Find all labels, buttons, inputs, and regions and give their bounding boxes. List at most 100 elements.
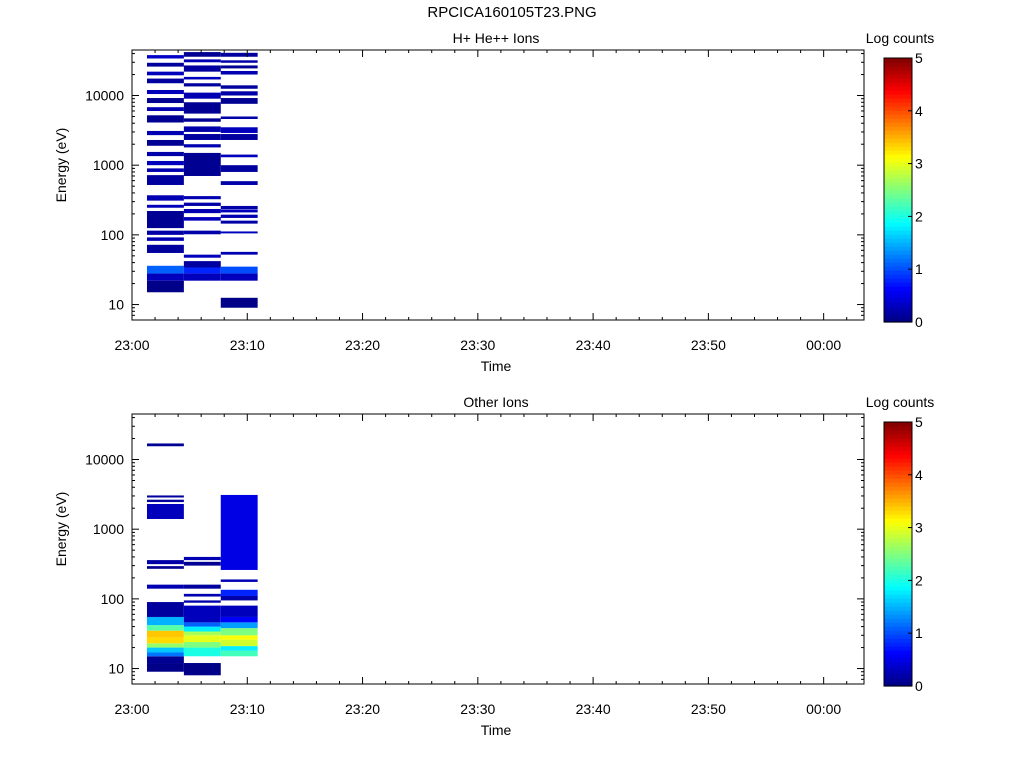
x-axis-label: Time: [481, 722, 512, 738]
colorbar-band: [884, 294, 912, 299]
heatmap-cell: [220, 65, 258, 69]
colorbar-band: [884, 458, 912, 463]
heatmap-cell: [220, 209, 258, 213]
colorbar-band: [884, 206, 912, 211]
colorbar-band: [884, 106, 912, 111]
heatmap-cell: [183, 196, 221, 200]
colorbar-band: [884, 246, 912, 251]
colorbar-band: [884, 614, 912, 619]
colorbar-tick-label: 0: [915, 678, 923, 694]
colorbar-band: [884, 562, 912, 567]
colorbar-band: [884, 566, 912, 571]
colorbar-band: [884, 526, 912, 531]
heatmap-cell: [183, 663, 221, 676]
colorbar-band: [884, 150, 912, 155]
x-tick-label: 23:30: [460, 337, 495, 353]
colorbar-band: [884, 298, 912, 303]
colorbar-band: [884, 78, 912, 83]
colorbar-band: [884, 582, 912, 587]
heatmap-cell: [220, 622, 258, 629]
y-tick-label: 1000: [93, 521, 124, 537]
colorbar-band: [884, 666, 912, 671]
colorbar-band: [884, 202, 912, 207]
colorbar-band: [884, 454, 912, 459]
colorbar-band: [884, 430, 912, 435]
heatmap-cell: [183, 144, 221, 148]
colorbar-band: [884, 134, 912, 139]
x-tick-label: 23:50: [691, 701, 726, 717]
heatmap-cell: [183, 561, 221, 566]
colorbar-band: [884, 286, 912, 291]
colorbar-band: [884, 86, 912, 91]
heatmap-cell: [146, 160, 184, 166]
heatmap-cell: [146, 663, 184, 672]
heatmap-cell: [220, 589, 258, 596]
colorbar-band: [884, 426, 912, 431]
colorbar-band: [884, 646, 912, 651]
heatmap-cell: [220, 165, 258, 172]
x-tick-label: 23:10: [230, 337, 265, 353]
colorbar-band: [884, 102, 912, 107]
colorbar-tick-label: 4: [915, 467, 923, 483]
heatmap-cell: [183, 631, 221, 636]
colorbar-band: [884, 146, 912, 151]
heatmap-cell: [220, 231, 258, 234]
colorbar-band: [884, 570, 912, 575]
heatmap-cell: [220, 635, 258, 640]
colorbar-label: Log counts: [866, 394, 935, 410]
colorbar-band: [884, 538, 912, 543]
heatmap-cell: [146, 643, 184, 648]
heatmap-cell: [146, 139, 184, 146]
heatmap-cell: [146, 616, 184, 626]
colorbar-band: [884, 438, 912, 443]
heatmap-cell: [183, 217, 221, 221]
colorbar-band: [884, 618, 912, 623]
heatmap-cell: [146, 495, 184, 498]
heatmap-cell: [220, 595, 258, 601]
heatmap-cell: [183, 134, 221, 140]
heatmap-cell: [220, 579, 258, 582]
colorbar-band: [884, 434, 912, 439]
colorbar-tick-label: 4: [915, 103, 923, 119]
colorbar-band: [884, 510, 912, 515]
colorbar-band: [884, 314, 912, 319]
heatmap-cell: [146, 71, 184, 76]
heatmap-cell: [183, 273, 221, 281]
colorbar-band: [884, 482, 912, 487]
panel-1: 23:00 23:10 23:20 23:30 23:40 23:50 00:0010100…: [53, 30, 934, 374]
colorbar-band: [884, 218, 912, 223]
x-tick-label: 23:40: [576, 337, 611, 353]
colorbar-band: [884, 70, 912, 75]
colorbar-band: [884, 186, 912, 191]
colorbar-band: [884, 494, 912, 499]
x-tick-label: 23:00: [114, 337, 149, 353]
colorbar-band: [884, 518, 912, 523]
colorbar-band: [884, 578, 912, 583]
colorbar-band: [884, 542, 912, 547]
colorbar-tick-label: 1: [915, 625, 923, 641]
heatmap-cell: [183, 635, 221, 643]
heatmap-cell: [146, 107, 184, 111]
colorbar-band: [884, 226, 912, 231]
x-axis-label: Time: [481, 358, 512, 374]
colorbar-band: [884, 178, 912, 183]
colorbar-band: [884, 450, 912, 455]
heatmap-cell: [183, 152, 221, 176]
heatmap-cell: [183, 92, 221, 99]
heatmap-cell: [146, 280, 184, 293]
colorbar-band: [884, 630, 912, 635]
colorbar-band: [884, 278, 912, 283]
colorbar-band: [884, 678, 912, 683]
heatmap-cell: [183, 126, 221, 132]
figure-title: RPCICA160105T23.PNG: [427, 4, 597, 21]
colorbar: 0 1 2 3 4 5 Log counts: [866, 30, 935, 330]
colorbar-tick-label: 2: [915, 572, 923, 588]
colorbar-band: [884, 638, 912, 643]
heatmap-cell: [183, 626, 221, 632]
plot-frame: [131, 413, 865, 685]
y-tick-label: 10: [108, 297, 124, 313]
colorbar-band: [884, 642, 912, 647]
colorbar-band: [884, 522, 912, 527]
colorbar-tick-label: 5: [915, 414, 923, 430]
colorbar-band: [884, 66, 912, 71]
